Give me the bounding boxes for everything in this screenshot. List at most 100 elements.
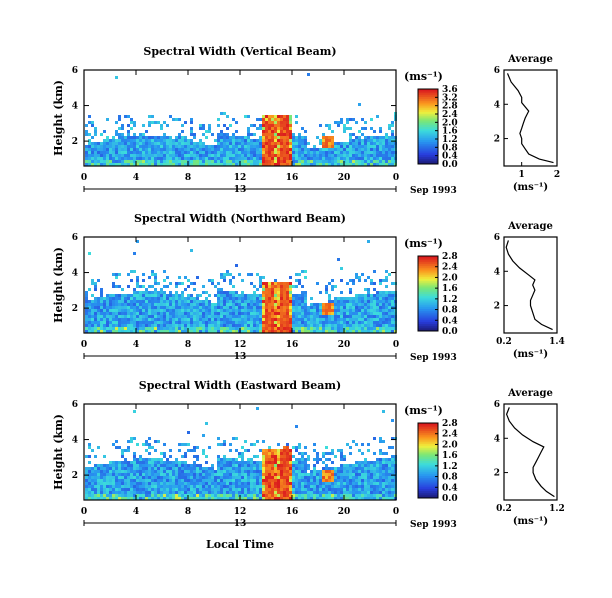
heatmap-cell bbox=[265, 327, 268, 330]
heatmap-cell bbox=[211, 312, 214, 315]
heatmap-cell bbox=[385, 136, 388, 139]
heatmap-cell bbox=[280, 133, 283, 136]
heatmap-cell bbox=[313, 330, 316, 333]
heatmap-cell bbox=[271, 300, 274, 303]
heatmap-cell bbox=[151, 464, 154, 467]
heatmap-cell bbox=[331, 142, 334, 145]
heatmap-cell bbox=[124, 136, 127, 139]
heatmap-cell bbox=[346, 476, 349, 479]
heatmap-cell bbox=[136, 163, 139, 166]
heatmap-cell bbox=[121, 327, 124, 330]
heatmap-cell bbox=[283, 130, 286, 133]
colorbar-segment bbox=[418, 259, 438, 263]
heatmap-cell bbox=[322, 163, 325, 166]
heatmap-cell bbox=[349, 312, 352, 315]
colorbar-segment bbox=[418, 295, 438, 298]
heatmap-cell bbox=[217, 306, 220, 309]
heatmap-cell bbox=[319, 157, 322, 160]
heatmap-cell bbox=[106, 321, 109, 324]
heatmap-cell bbox=[265, 288, 268, 291]
heatmap-cell bbox=[220, 112, 223, 115]
colorbar-segment bbox=[418, 291, 438, 294]
heatmap-cell bbox=[202, 160, 205, 163]
heatmap-cell bbox=[253, 455, 256, 458]
heatmap-cell bbox=[229, 163, 232, 166]
heatmap-cell bbox=[184, 148, 187, 151]
heatmap-cell bbox=[172, 479, 175, 482]
heatmap-cell bbox=[154, 121, 157, 124]
heatmap-cell bbox=[226, 482, 229, 485]
heatmap-cell bbox=[190, 249, 193, 252]
heatmap-cell bbox=[280, 142, 283, 145]
heatmap-cell bbox=[271, 303, 274, 306]
heatmap-cell bbox=[388, 154, 391, 157]
heatmap-cell bbox=[328, 321, 331, 324]
heatmap-cell bbox=[151, 318, 154, 321]
heatmap-cell bbox=[370, 279, 373, 282]
heatmap-cell bbox=[289, 467, 292, 470]
heatmap-cell bbox=[235, 312, 238, 315]
heatmap-cell bbox=[388, 479, 391, 482]
heatmap-cell bbox=[364, 327, 367, 330]
heatmap-cell bbox=[250, 133, 253, 136]
heatmap-cell bbox=[382, 303, 385, 306]
heatmap-cell bbox=[100, 157, 103, 160]
heatmap-cell bbox=[391, 154, 394, 157]
heatmap-cell bbox=[244, 300, 247, 303]
heatmap-cell bbox=[289, 321, 292, 324]
heatmap-cell bbox=[277, 449, 280, 452]
heatmap-cell bbox=[328, 473, 331, 476]
heatmap-cell bbox=[94, 145, 97, 148]
heatmap-cell bbox=[214, 139, 217, 142]
heatmap-cell bbox=[148, 121, 151, 124]
heatmap-cell bbox=[385, 494, 388, 497]
heatmap-cell bbox=[232, 154, 235, 157]
heatmap-cell bbox=[238, 491, 241, 494]
heatmap-cell bbox=[217, 312, 220, 315]
heatmap-cell bbox=[178, 303, 181, 306]
heatmap-cell bbox=[181, 297, 184, 300]
heatmap-cell bbox=[346, 330, 349, 333]
heatmap-cell bbox=[310, 330, 313, 333]
heatmap-cell bbox=[151, 482, 154, 485]
heatmap-cell bbox=[256, 476, 259, 479]
heatmap-cell bbox=[250, 300, 253, 303]
colorbar-segment bbox=[418, 256, 438, 259]
heatmap-cell bbox=[370, 127, 373, 130]
heatmap-cell bbox=[115, 315, 118, 318]
heatmap-cell bbox=[292, 482, 295, 485]
heatmap-cell bbox=[178, 148, 181, 151]
colorbar-segment bbox=[418, 473, 438, 476]
heatmap-cell bbox=[172, 315, 175, 318]
heatmap-cell bbox=[328, 485, 331, 488]
heatmap-cell bbox=[274, 491, 277, 494]
heatmap-cell bbox=[181, 494, 184, 497]
heatmap-cell bbox=[148, 327, 151, 330]
heatmap-cell bbox=[292, 133, 295, 136]
heatmap-cell bbox=[340, 309, 343, 312]
heatmap-cell bbox=[277, 470, 280, 473]
heatmap-cell bbox=[265, 452, 268, 455]
heatmap-cell bbox=[187, 312, 190, 315]
heatmap-cell bbox=[199, 473, 202, 476]
heatmap-cell bbox=[280, 470, 283, 473]
heatmap-cell bbox=[358, 482, 361, 485]
heatmap-cell bbox=[220, 470, 223, 473]
heatmap-cell bbox=[181, 139, 184, 142]
heatmap-cell bbox=[124, 160, 127, 163]
heatmap-cell bbox=[226, 470, 229, 473]
heatmap-cell bbox=[340, 267, 343, 270]
heatmap-cell bbox=[106, 154, 109, 157]
heatmap-cell bbox=[136, 479, 139, 482]
heatmap-cell bbox=[193, 309, 196, 312]
heatmap-cell bbox=[160, 303, 163, 306]
heatmap-cell bbox=[352, 330, 355, 333]
heatmap-cell bbox=[289, 297, 292, 300]
heatmap-cell bbox=[352, 491, 355, 494]
heatmap-cell bbox=[172, 491, 175, 494]
heatmap-cell bbox=[220, 297, 223, 300]
heatmap-cell bbox=[97, 488, 100, 491]
heatmap-cell bbox=[244, 312, 247, 315]
heatmap-cell bbox=[286, 482, 289, 485]
heatmap-cell bbox=[340, 157, 343, 160]
